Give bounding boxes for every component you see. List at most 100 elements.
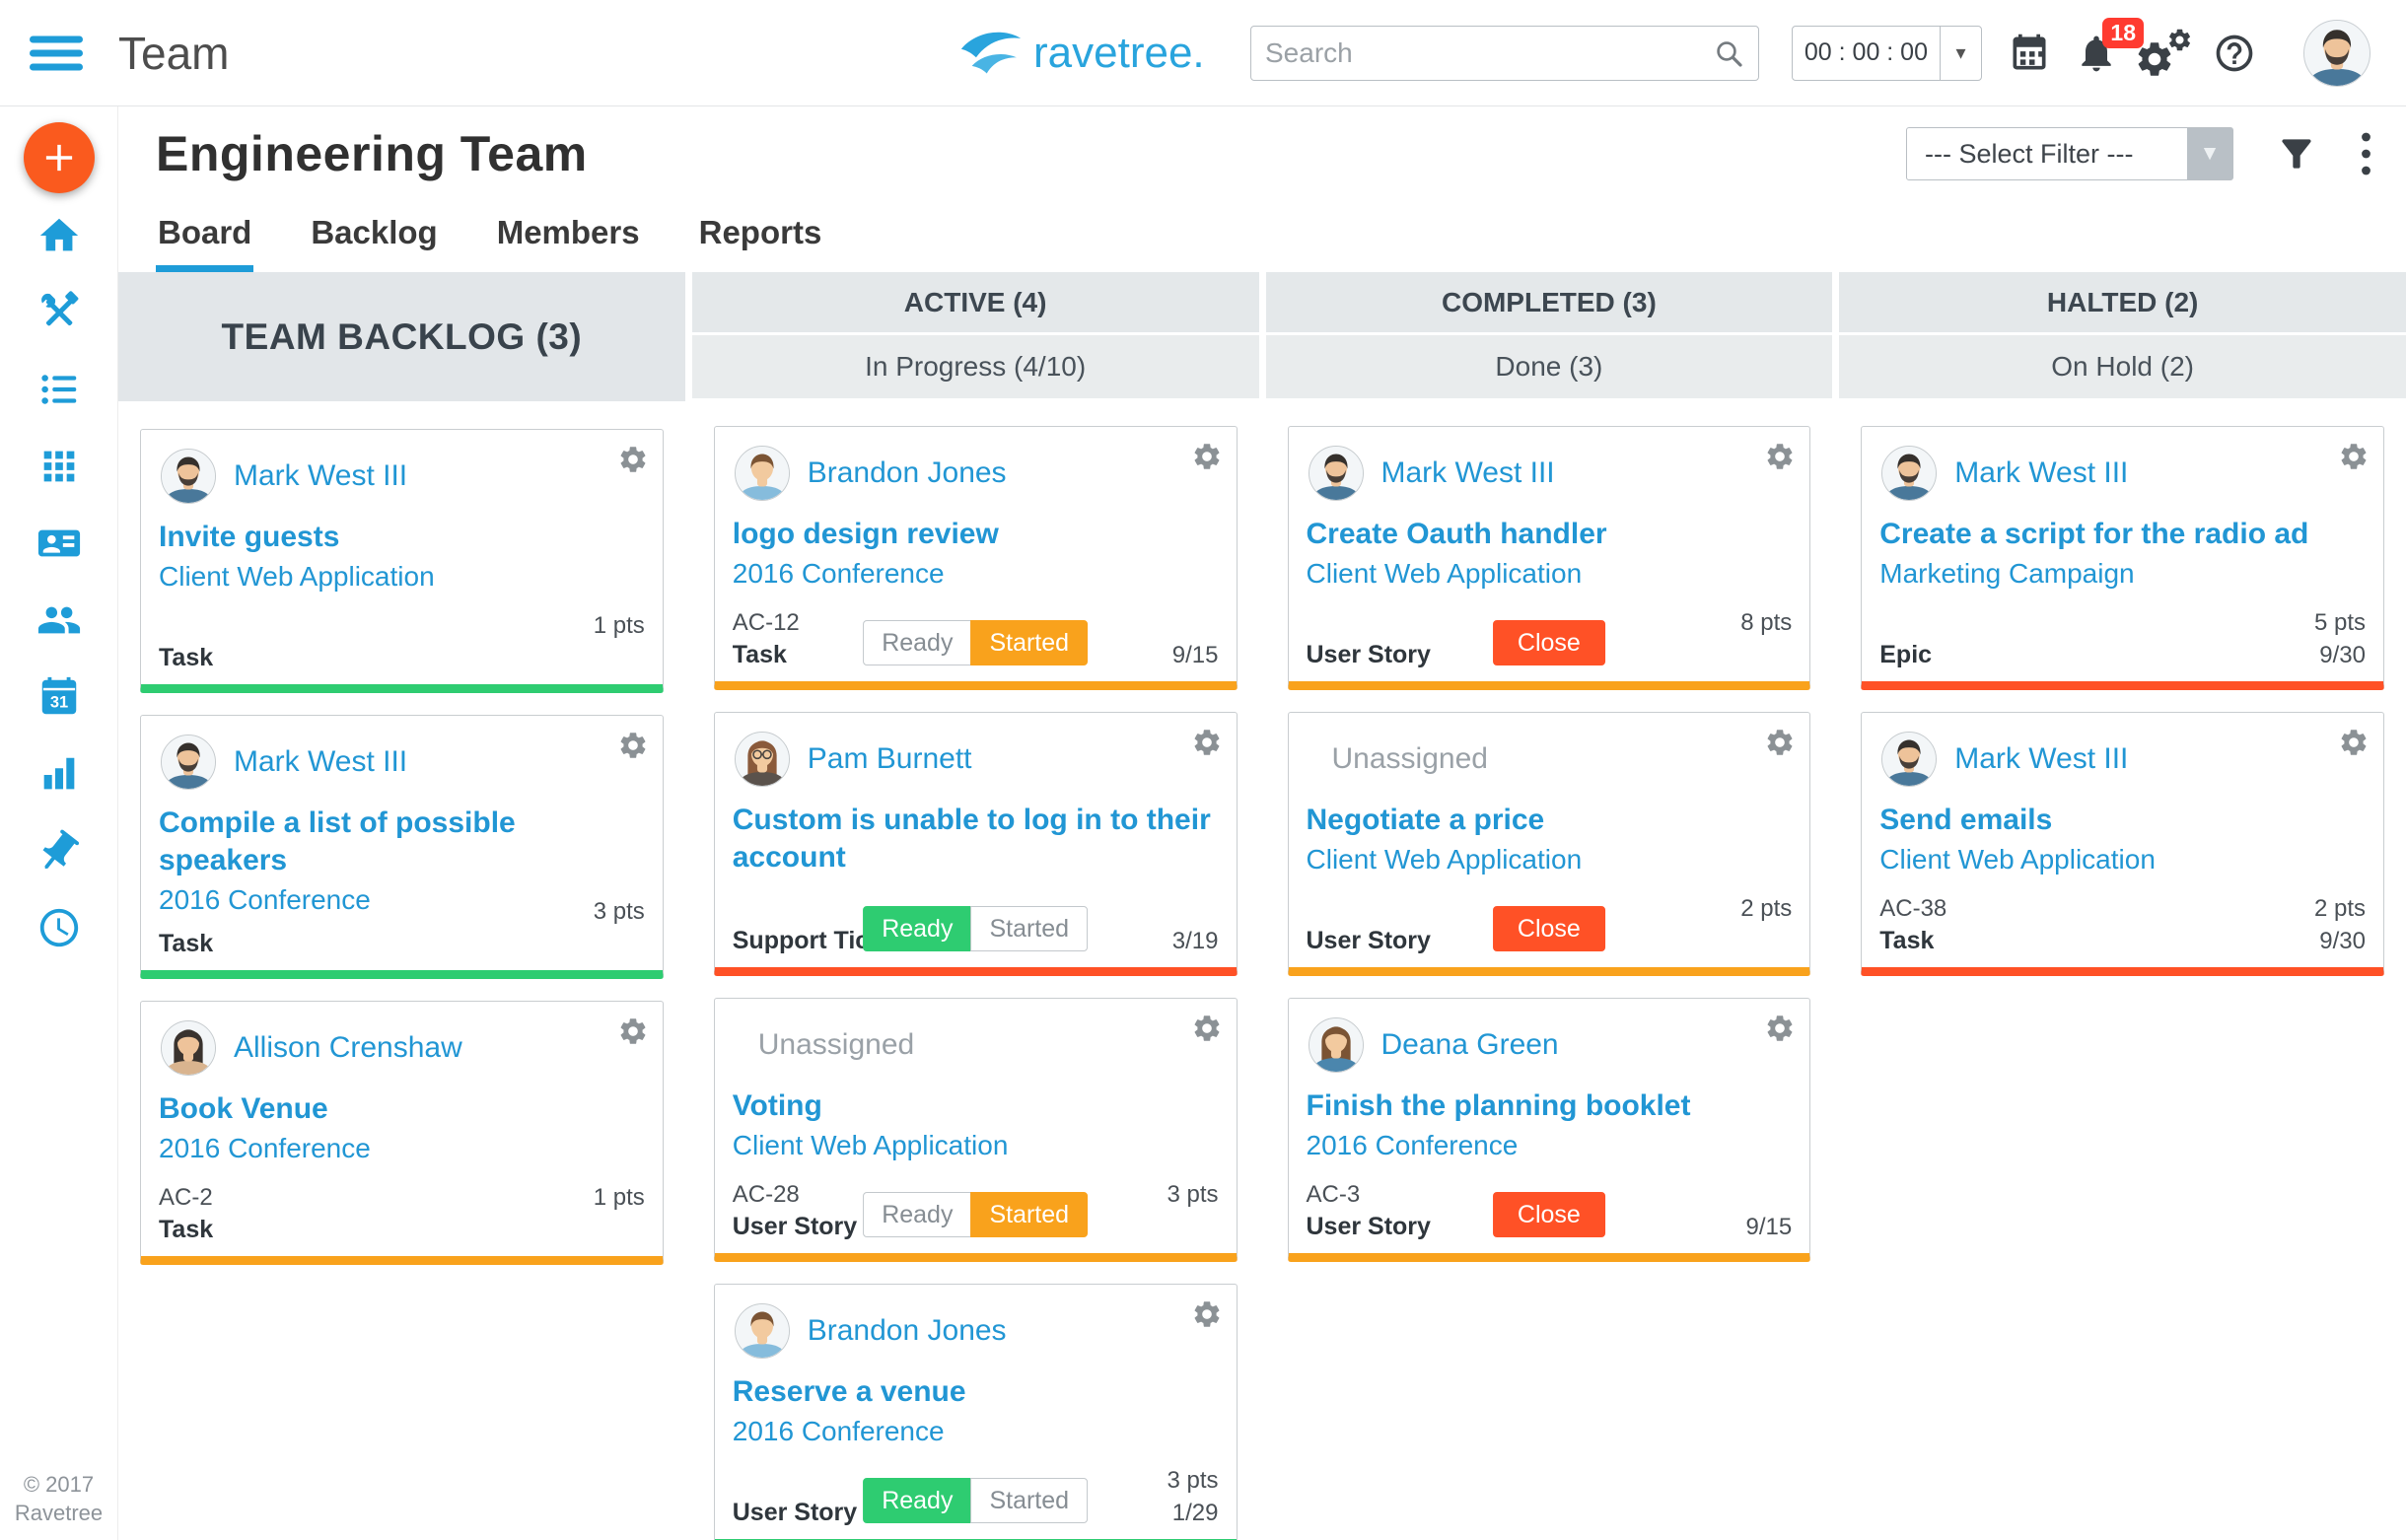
card-project-link[interactable]: Client Web Application [159, 560, 435, 592]
card-title-link[interactable]: Book Venue [159, 1092, 328, 1125]
pushpin-icon[interactable] [36, 828, 82, 874]
assignee-name[interactable]: Mark West III [234, 459, 408, 492]
people-icon[interactable] [36, 597, 82, 643]
task-card[interactable]: Mark West III Create Oauth handler Client … [1287, 426, 1811, 690]
assignee-name[interactable]: Mark West III [1954, 456, 2129, 489]
card-settings-gear-icon[interactable] [1191, 1013, 1223, 1044]
assignee-name[interactable]: Deana Green [1380, 1028, 1559, 1061]
card-settings-gear-icon[interactable] [2338, 441, 2370, 472]
task-card[interactable]: Unassigned Voting Client Web Application AC… [713, 998, 1238, 1262]
grid-icon[interactable] [36, 444, 82, 489]
ready-button[interactable]: Ready [863, 620, 972, 665]
card-project-link[interactable]: 2016 Conference [1306, 1129, 1519, 1160]
tab-backlog[interactable]: Backlog [311, 214, 438, 250]
timer-dropdown-button[interactable]: ▾ [1940, 26, 1981, 80]
card-title-link[interactable]: Create a script for the radio ad [1879, 518, 2309, 550]
assignee-name[interactable]: Brandon Jones [807, 1314, 1007, 1347]
user-avatar[interactable] [2303, 19, 2371, 87]
search-icon[interactable] [1713, 37, 1744, 69]
card-title-link[interactable]: Create Oauth handler [1306, 518, 1607, 550]
notifications-bell-icon[interactable]: 18 [2075, 17, 2144, 75]
task-card[interactable]: Unassigned Negotiate a price Client Web Ap… [1287, 712, 1811, 976]
task-card[interactable]: Mark West III Create a script for the rad… [1861, 426, 2384, 690]
card-project-link[interactable]: Client Web Application [1306, 557, 1583, 589]
add-button[interactable] [23, 122, 95, 193]
settings-gears-icon[interactable] [2134, 27, 2193, 80]
card-title-link[interactable]: Compile a list of possible speakers [159, 806, 516, 876]
card-project-link[interactable]: Client Web Application [1879, 843, 2156, 875]
ready-button[interactable]: Ready [863, 1192, 972, 1237]
task-card[interactable]: Brandon Jones Reserve a venue 2016 Confere… [713, 1284, 1238, 1540]
filter-funnel-icon[interactable] [2275, 132, 2318, 175]
card-project-link[interactable]: 2016 Conference [732, 1415, 945, 1446]
card-settings-gear-icon[interactable] [617, 1015, 649, 1047]
card-footer: 5 pts Epic 9/30 [1879, 606, 2366, 671]
card-settings-gear-icon[interactable] [1764, 1013, 1796, 1044]
tab-reports[interactable]: Reports [698, 214, 822, 250]
card-project-link[interactable]: Client Web Application [732, 1129, 1009, 1160]
card-settings-gear-icon[interactable] [617, 730, 649, 761]
card-settings-gear-icon[interactable] [1764, 727, 1796, 758]
tools-icon[interactable] [36, 290, 82, 335]
started-button[interactable]: Started [970, 1478, 1089, 1523]
assignee-name[interactable]: Allison Crenshaw [234, 1031, 462, 1064]
card-project-link[interactable]: Marketing Campaign [1879, 557, 2135, 589]
assignee-name[interactable]: Mark West III [1954, 742, 2129, 775]
assignee-name[interactable]: Brandon Jones [807, 456, 1007, 489]
card-title-link[interactable]: Send emails [1879, 804, 2053, 836]
card-title-link[interactable]: logo design review [732, 518, 999, 550]
ready-button[interactable]: Ready [863, 1478, 972, 1523]
close-button[interactable]: Close [1492, 1192, 1605, 1237]
ready-button[interactable]: Ready [863, 906, 972, 951]
started-button[interactable]: Started [970, 1192, 1089, 1237]
assignee-name[interactable]: Mark West III [234, 745, 408, 778]
assignee-name[interactable]: Pam Burnett [807, 742, 972, 775]
task-card[interactable]: Mark West III Send emails Client Web Appli… [1861, 712, 2384, 976]
tab-board[interactable]: Board [156, 214, 254, 272]
started-button[interactable]: Started [970, 906, 1089, 951]
hamburger-menu-icon[interactable] [30, 29, 83, 77]
card-project-link[interactable]: 2016 Conference [159, 883, 371, 915]
assignee-name[interactable]: Mark West III [1380, 456, 1555, 489]
task-card[interactable]: Mark West III Invite guests Client Web App… [140, 429, 664, 693]
contact-card-icon[interactable] [36, 521, 82, 566]
card-title-link[interactable]: Custom is unable to log in to their acco… [732, 804, 1211, 874]
task-card[interactable]: Allison Crenshaw Book Venue 2016 Conferenc… [140, 1001, 664, 1265]
card-title-link[interactable]: Invite guests [159, 521, 340, 553]
search-input[interactable] [1265, 36, 1713, 69]
filter-select-caret[interactable]: ▼ [2187, 128, 2232, 179]
task-card[interactable]: Deana Green Finish the planning booklet 20… [1287, 998, 1811, 1262]
calendar-31-icon[interactable]: 31 [36, 674, 82, 720]
assignee-avatar [1308, 446, 1364, 501]
card-settings-gear-icon[interactable] [617, 444, 649, 475]
card-project-link[interactable]: 2016 Conference [159, 1132, 371, 1163]
card-project-link[interactable]: Client Web Application [1306, 843, 1583, 875]
tab-members[interactable]: Members [496, 214, 640, 250]
card-settings-gear-icon[interactable] [1191, 441, 1223, 472]
help-icon[interactable] [2213, 32, 2256, 75]
task-card[interactable]: Brandon Jones logo design review 2016 Conf… [713, 426, 1238, 690]
card-title-link[interactable]: Finish the planning booklet [1306, 1089, 1691, 1122]
card-settings-gear-icon[interactable] [1191, 1298, 1223, 1330]
task-card[interactable]: Mark West III Compile a list of possible … [140, 715, 664, 979]
home-icon[interactable] [36, 213, 82, 258]
more-options-kebab-icon[interactable] [2360, 131, 2372, 176]
filter-select[interactable]: --- Select Filter --- ▼ [1906, 127, 2233, 180]
timer-widget[interactable]: 00 : 00 : 00 ▾ [1791, 25, 1982, 81]
task-card[interactable]: Pam Burnett Custom is unable to log in to… [713, 712, 1238, 976]
started-button[interactable]: Started [970, 620, 1089, 665]
close-button[interactable]: Close [1492, 620, 1605, 665]
card-title-link[interactable]: Negotiate a price [1306, 804, 1545, 836]
card-settings-gear-icon[interactable] [2338, 727, 2370, 758]
bar-chart-icon[interactable] [36, 751, 82, 797]
card-settings-gear-icon[interactable] [1764, 441, 1796, 472]
calendar-icon[interactable] [2008, 32, 2051, 75]
clock-icon[interactable] [36, 905, 82, 950]
card-title-link[interactable]: Voting [732, 1089, 822, 1122]
close-button[interactable]: Close [1492, 906, 1605, 951]
card-project-link[interactable]: 2016 Conference [732, 557, 945, 589]
list-icon[interactable] [36, 367, 82, 412]
card-settings-gear-icon[interactable] [1191, 727, 1223, 758]
column-header: COMPLETED (3) [1265, 272, 1833, 335]
card-title-link[interactable]: Reserve a venue [732, 1375, 966, 1408]
